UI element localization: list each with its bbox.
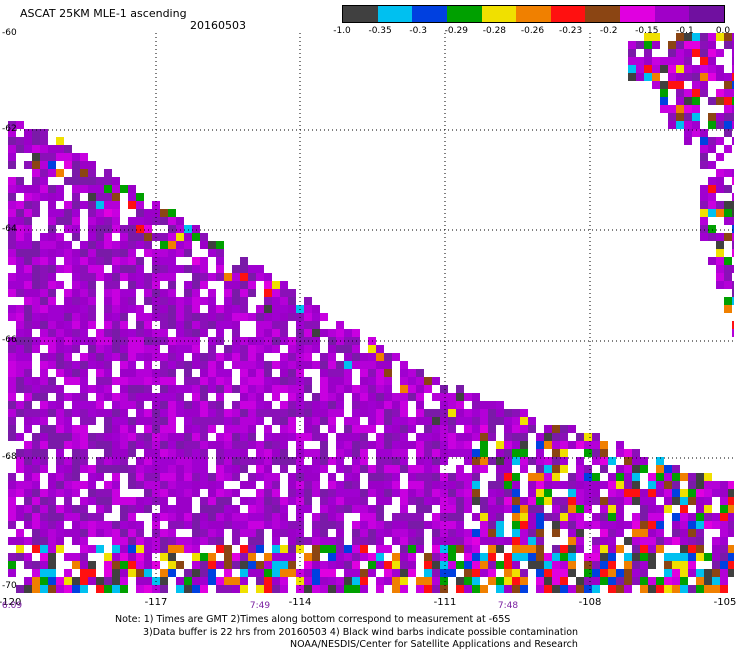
colorbar-tick-label: -0.3 [409,26,427,36]
colorbar-tick-label: -0.35 [368,26,392,36]
lon-label: -105 [713,597,737,608]
colorbar-swatch [446,6,482,22]
lon-label: -117 [144,597,168,608]
time-label: 7:48 [497,601,519,611]
colorbar-swatch [412,6,447,22]
colorbar-swatch [689,6,725,22]
lat-label: -68 [2,452,17,462]
colorbar-tick-label: -0.23 [558,26,583,36]
colorbar-tick-label: -0.26 [520,26,545,36]
lat-label: -62 [2,124,17,134]
note-line-1: Note: 1) Times are GMT 2)Times along bot… [115,614,511,625]
note-line-2: 3)Data buffer is 22 hrs from 20160503 4)… [143,627,579,638]
colorbar-tick-label: -0.28 [482,26,507,36]
lat-label: -66 [2,335,17,345]
colorbar-tick-label: -1.0 [333,26,351,36]
colorbar-tick-label: -0.29 [444,26,468,36]
colorbar-tick-label: -0.15 [635,26,659,36]
colorbar-tick-label: -0.2 [599,26,618,36]
time-label: 7:49 [249,601,271,611]
colorbar-swatch [585,6,621,22]
colorbar-swatch [550,6,586,22]
product-date: 20160503 [190,19,246,32]
colorbar-swatch [343,6,378,22]
lat-label: -60 [2,28,17,38]
lon-label: -114 [288,597,312,608]
lon-label: -120 [0,597,22,608]
lon-label: -111 [433,597,457,608]
time-label: 6:09 [1,601,23,611]
colorbar-tick-label: -0.1 [676,26,694,36]
swath-map [8,33,734,593]
note-line-3: NOAA/NESDIS/Center for Satellite Applica… [290,639,578,650]
colorbar-tick-label: 0.0 [715,26,731,36]
colorbar-swatch [481,6,517,22]
colorbar-swatch [654,6,690,22]
product-title: ASCAT 25KM MLE-1 ascending [20,7,187,20]
lon-label: -108 [578,597,602,608]
lat-label: -64 [2,224,17,234]
color-scale-bar [342,5,725,23]
colorbar-swatch [516,6,551,22]
colorbar-swatch [377,6,413,22]
lat-label: -70 [2,581,17,591]
colorbar-swatch [620,6,655,22]
